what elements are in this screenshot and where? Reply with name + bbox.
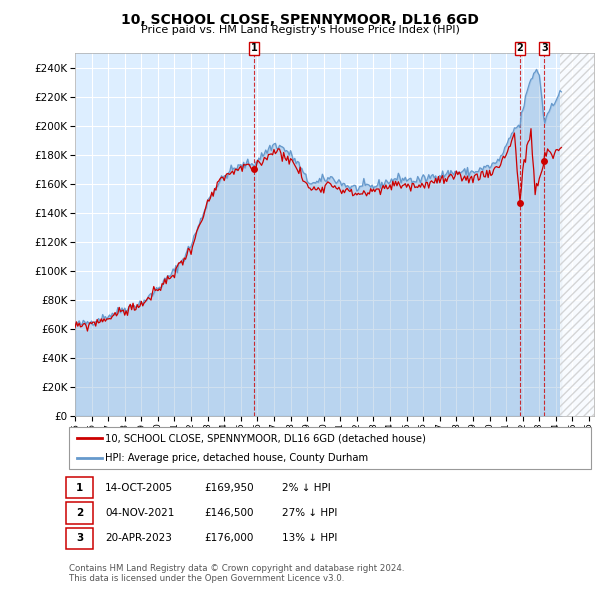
Text: 27% ↓ HPI: 27% ↓ HPI [282, 508, 337, 518]
Text: 2% ↓ HPI: 2% ↓ HPI [282, 483, 331, 493]
Text: 1: 1 [76, 483, 83, 493]
Text: £176,000: £176,000 [204, 533, 253, 543]
Text: 2: 2 [76, 508, 83, 518]
Text: 14-OCT-2005: 14-OCT-2005 [105, 483, 173, 493]
Text: £169,950: £169,950 [204, 483, 254, 493]
Text: 3: 3 [541, 43, 548, 53]
Text: 20-APR-2023: 20-APR-2023 [105, 533, 172, 543]
Text: £146,500: £146,500 [204, 508, 254, 518]
Text: 1: 1 [251, 43, 257, 53]
Text: Price paid vs. HM Land Registry's House Price Index (HPI): Price paid vs. HM Land Registry's House … [140, 25, 460, 35]
Text: 04-NOV-2021: 04-NOV-2021 [105, 508, 175, 518]
Text: 10, SCHOOL CLOSE, SPENNYMOOR, DL16 6GD: 10, SCHOOL CLOSE, SPENNYMOOR, DL16 6GD [121, 13, 479, 27]
Text: 10, SCHOOL CLOSE, SPENNYMOOR, DL16 6GD (detached house): 10, SCHOOL CLOSE, SPENNYMOOR, DL16 6GD (… [105, 433, 426, 443]
Text: Contains HM Land Registry data © Crown copyright and database right 2024.
This d: Contains HM Land Registry data © Crown c… [69, 563, 404, 583]
Text: HPI: Average price, detached house, County Durham: HPI: Average price, detached house, Coun… [105, 453, 368, 463]
Text: 13% ↓ HPI: 13% ↓ HPI [282, 533, 337, 543]
Text: 3: 3 [76, 533, 83, 543]
Text: 2: 2 [517, 43, 523, 53]
